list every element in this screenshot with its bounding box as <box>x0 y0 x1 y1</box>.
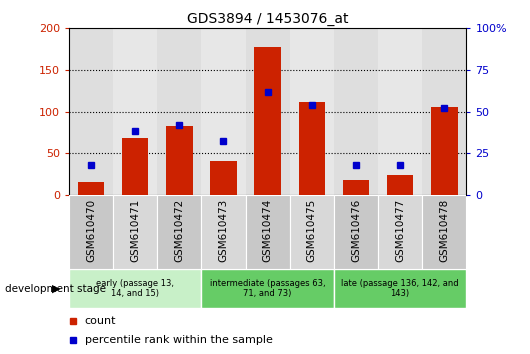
Bar <box>201 269 334 308</box>
Bar <box>298 102 325 195</box>
Text: development stage: development stage <box>5 284 107 293</box>
Text: GSM610475: GSM610475 <box>307 198 317 262</box>
Bar <box>254 47 281 195</box>
Text: GSM610474: GSM610474 <box>263 198 272 262</box>
Bar <box>431 107 457 195</box>
Bar <box>210 161 237 195</box>
Text: GSM610477: GSM610477 <box>395 198 405 262</box>
Text: early (passage 13,
14, and 15): early (passage 13, 14, and 15) <box>96 279 174 298</box>
Bar <box>122 138 148 195</box>
Bar <box>69 195 113 269</box>
Bar <box>334 28 378 195</box>
Bar <box>387 175 413 195</box>
Text: GSM610478: GSM610478 <box>439 198 449 262</box>
Bar <box>113 195 157 269</box>
Text: intermediate (passages 63,
71, and 73): intermediate (passages 63, 71, and 73) <box>210 279 325 298</box>
Bar <box>334 195 378 269</box>
Bar <box>157 195 201 269</box>
Bar <box>245 28 290 195</box>
Bar <box>343 180 369 195</box>
Bar <box>378 195 422 269</box>
Bar <box>422 28 466 195</box>
Bar <box>69 269 201 308</box>
Text: GSM610476: GSM610476 <box>351 198 361 262</box>
Text: GSM610471: GSM610471 <box>130 198 140 262</box>
Bar <box>78 182 104 195</box>
Bar <box>201 195 245 269</box>
Bar <box>290 195 334 269</box>
Text: late (passage 136, 142, and
143): late (passage 136, 142, and 143) <box>341 279 459 298</box>
Text: GSM610472: GSM610472 <box>174 198 184 262</box>
Text: GSM610473: GSM610473 <box>218 198 228 262</box>
Title: GDS3894 / 1453076_at: GDS3894 / 1453076_at <box>187 12 348 26</box>
Bar <box>201 28 245 195</box>
Bar <box>157 28 201 195</box>
Bar <box>290 28 334 195</box>
Bar <box>378 28 422 195</box>
Bar <box>422 195 466 269</box>
Bar <box>334 269 466 308</box>
Bar <box>166 126 192 195</box>
Bar <box>69 28 113 195</box>
Text: count: count <box>85 316 116 326</box>
Bar <box>113 28 157 195</box>
Text: ▶: ▶ <box>52 284 61 293</box>
Bar <box>245 195 290 269</box>
Text: GSM610470: GSM610470 <box>86 198 96 262</box>
Text: percentile rank within the sample: percentile rank within the sample <box>85 335 272 345</box>
